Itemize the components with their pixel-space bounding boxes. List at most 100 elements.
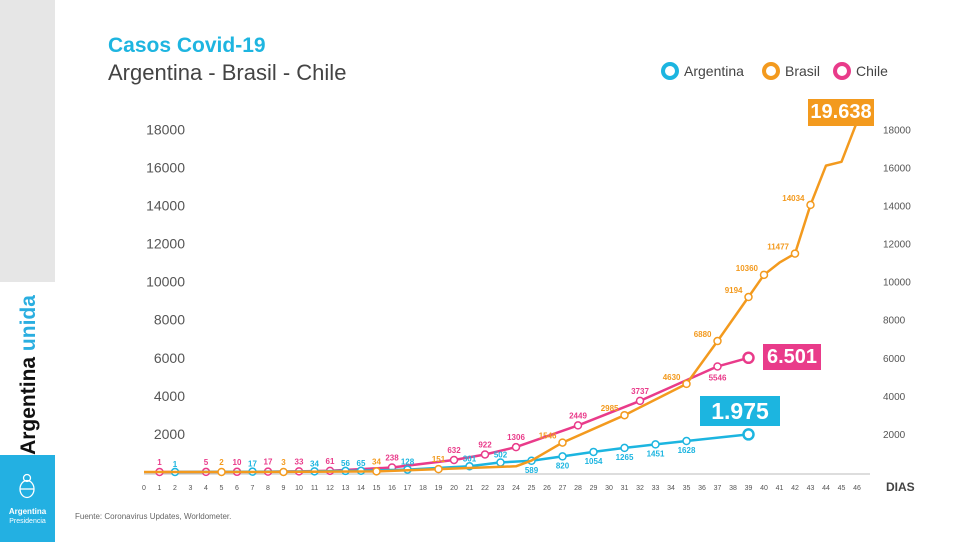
sidebar-panel [0,0,55,282]
legend-item-chile: Chile [833,62,888,80]
data-point-argentina [589,447,598,457]
y-tick-label-left: 10000 [146,274,185,290]
x-tick-label: 6 [235,485,239,492]
data-label-brasil: 6880 [694,330,712,339]
data-label-argentina: 1265 [616,453,634,462]
x-tick-label: 30 [605,485,613,492]
data-label-chile: 2449 [569,411,587,420]
data-label-chile: 922 [478,440,492,449]
data-label-argentina: 1 [173,460,178,469]
x-tick-label: 4 [204,485,208,492]
y-tick-label-left: 6000 [154,350,185,366]
source-note: Fuente: Coronavirus Updates, Worldometer… [75,512,232,521]
data-point-chile [713,362,722,371]
data-label-chile: 238 [385,453,399,462]
x-tick-label: 0 [142,485,146,492]
data-point-brasil [759,270,769,280]
data-label-argentina: 1451 [647,449,665,458]
y-tick-label-right: 4000 [883,392,906,403]
x-tick-label: 26 [543,485,551,492]
y-tick-label-right: 18000 [883,125,911,136]
chart-subtitle: Argentina - Brasil - Chile [108,60,347,85]
y-tick-label-right: 16000 [883,163,911,174]
x-tick-label: 31 [621,485,629,492]
data-point-argentina [682,436,691,446]
x-tick-label: 15 [373,485,381,492]
x-tick-label: 28 [574,485,582,492]
x-tick-label: 44 [822,485,830,492]
x-axis-label: DIAS [886,480,915,494]
x-tick-label: 5 [220,485,224,492]
data-label-chile: 5 [204,458,209,467]
x-tick-label: 9 [282,485,286,492]
data-label-chile: 1 [157,458,162,467]
data-label-brasil: 151 [432,455,446,464]
x-tick-label: 25 [528,485,536,492]
data-label-argentina: 1054 [585,457,603,466]
y-tick-label-left: 2000 [154,426,185,442]
x-tick-label: 35 [683,485,691,492]
x-tick-label: 37 [714,485,722,492]
data-point-brasil [217,467,226,477]
data-point-brasil [713,336,722,346]
data-point-argentina [651,440,660,449]
data-label-argentina: 65 [357,459,366,468]
logo-subtitle: Presidencia [9,518,46,525]
data-point-chile [449,455,459,465]
data-point-chile [573,421,583,430]
data-label-chile: 632 [447,446,461,455]
data-point-argentina [496,458,505,467]
data-label-brasil: 34 [372,457,381,466]
data-label-chile: 10 [233,458,242,467]
x-tick-label: 43 [807,485,815,492]
data-point-argentina [558,452,567,461]
data-point-chile [511,442,521,452]
data-point-brasil [372,467,381,476]
x-tick-label: 39 [745,485,753,492]
x-tick-label: 20 [450,485,458,492]
data-label-brasil: 3 [281,458,286,467]
x-tick-label: 33 [652,485,660,492]
data-point-argentina [620,443,629,453]
legend-ring-argentina [661,62,679,80]
x-tick-label: 22 [481,485,489,492]
y-tick-label-left: 12000 [146,236,185,252]
x-tick-label: 34 [667,485,675,492]
chart-title: Casos Covid-19 [108,34,266,57]
data-label-argentina: 34 [310,459,319,468]
data-label-brasil: 9194 [725,286,743,295]
y-tick-label-left: 8000 [154,312,185,328]
x-tick-label: 3 [189,485,193,492]
x-tick-label: 27 [559,485,567,492]
y-tick-label-right: 6000 [883,354,906,365]
x-tick-label: 40 [760,485,768,492]
data-label-chile: 5546 [709,373,727,382]
logo-name: Argentina [8,507,47,516]
end-point-argentina [742,428,755,441]
y-tick-label-left: 18000 [146,121,185,137]
x-tick-label: 23 [497,485,505,492]
data-point-brasil [434,464,443,474]
x-tick-label: 2 [173,485,177,492]
x-tick-label: 46 [853,485,861,492]
x-tick-label: 45 [838,485,846,492]
data-label-brasil: 1546 [539,432,557,441]
data-label-brasil: 2985 [601,404,619,413]
data-label-argentina: 128 [401,458,415,467]
legend-label-brasil: Brasil [785,63,821,79]
x-tick-label: 7 [251,485,255,492]
coat-of-arms-icon [19,473,35,499]
data-point-brasil [558,438,567,447]
callout-brasil: 19.638 [808,99,874,126]
legend-ring-brasil [762,62,780,80]
x-tick-label: 11 [311,485,318,492]
y-tick-label-right: 2000 [883,430,906,441]
x-tick-label: 29 [590,485,598,492]
data-point-brasil [790,249,800,258]
data-label-chile: 17 [264,458,273,467]
data-label-argentina: 502 [494,450,508,459]
x-tick-label: 36 [698,485,706,492]
data-label-chile: 33 [295,457,304,466]
x-tick-label: 32 [636,485,644,492]
data-label-brasil: 11477 [767,243,789,252]
